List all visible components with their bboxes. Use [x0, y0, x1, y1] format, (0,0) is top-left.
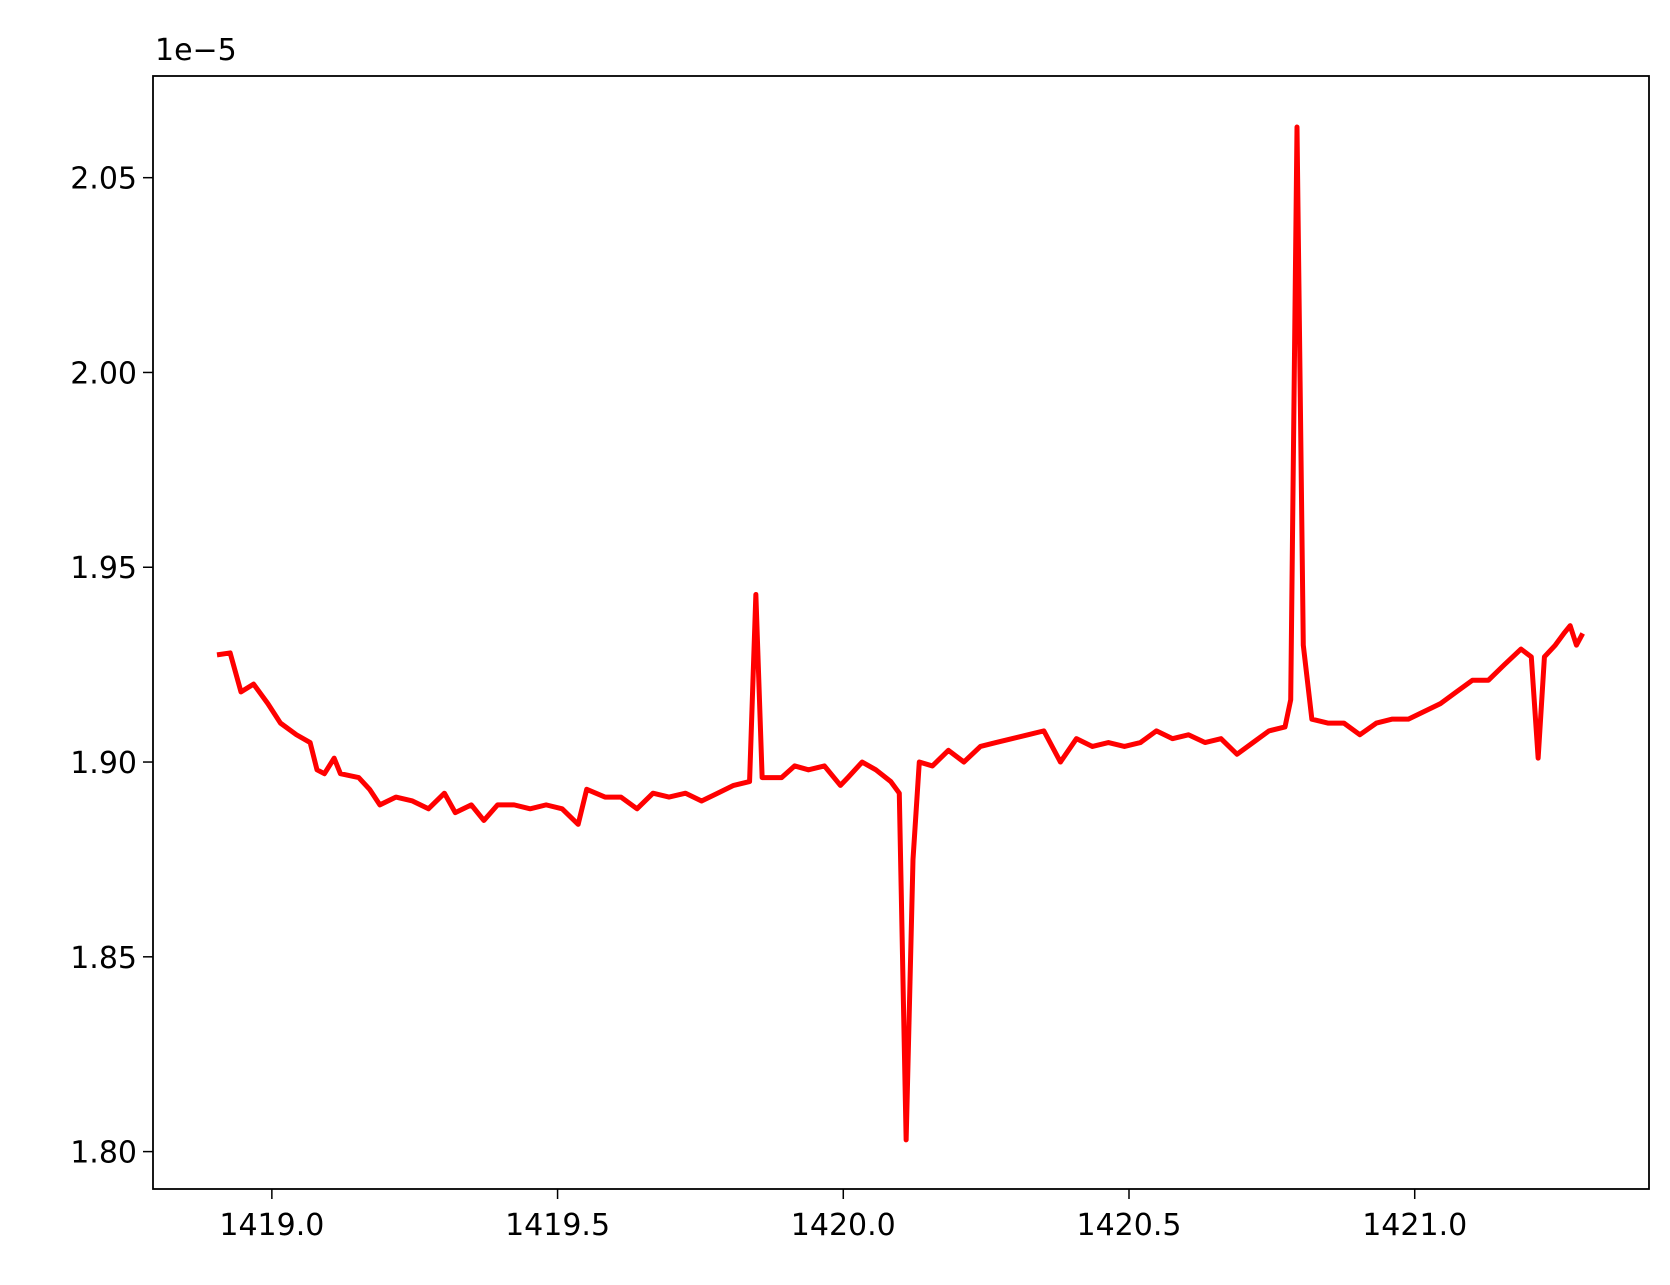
y-tick-label: 2.00 [70, 356, 137, 391]
y-tick-label: 1.80 [70, 1136, 137, 1171]
x-tick-label: 1419.0 [219, 1208, 324, 1243]
offset-text: 1e−5 [155, 33, 237, 68]
x-tick-label: 1420.0 [791, 1208, 896, 1243]
plot-frame [152, 75, 1650, 1190]
y-tick-label: 1.90 [70, 746, 137, 781]
y-tick-label: 2.05 [70, 162, 137, 197]
x-tick-label: 1421.0 [1362, 1208, 1467, 1243]
x-tick-label: 1420.5 [1077, 1208, 1182, 1243]
x-tick-label: 1419.5 [505, 1208, 610, 1243]
data-line [216, 124, 1585, 1143]
y-tick-label: 1.85 [70, 941, 137, 976]
y-tick-label: 1.95 [70, 551, 137, 586]
